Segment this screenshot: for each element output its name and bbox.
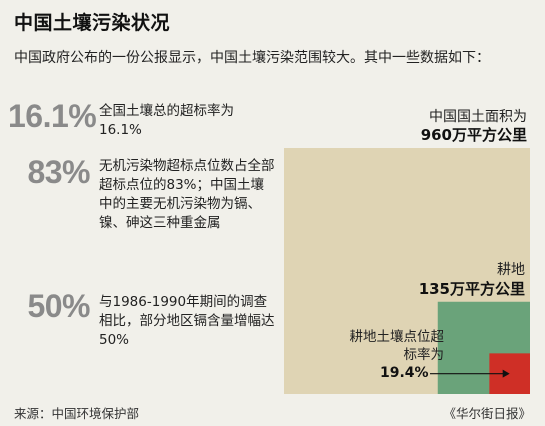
stat-value-1: 16.1% [8, 98, 97, 134]
stat-text-1: 全国土壤总的超标率为16.1% [99, 103, 234, 138]
intro-text: 中国政府公布的一份公报显示，中国土壤污染范围较大。其中一些数据如下： [14, 50, 490, 66]
arrow-icon [502, 369, 510, 378]
stat-value-2: 83% [27, 154, 90, 190]
total-area-label: 中国国土面积为 [429, 109, 527, 125]
stat-text-2: 无机污染物超标点位数占全部超标点位的83%；中国土壤中的主要无机污染物为镉、镍、… [99, 158, 275, 231]
publisher-text: 《华尔街日报》 [443, 406, 531, 421]
stat-text-3: 与1986-1990年期间的调查相比，部分地区镉含量增幅达50% [99, 294, 275, 348]
farmland-value: 135万平方公里 [418, 280, 525, 298]
source-text: 来源：中国环境保护部 [14, 406, 140, 421]
stat-value-3: 50% [27, 288, 90, 324]
exceed-label: 耕地土壤点位超标率为 [349, 329, 445, 363]
page-title: 中国土壤污染状况 [14, 12, 171, 34]
farmland-label: 耕地 [497, 262, 525, 278]
total-area-value: 960万平方公里 [420, 126, 527, 144]
exceed-value: 19.4% [380, 365, 429, 381]
